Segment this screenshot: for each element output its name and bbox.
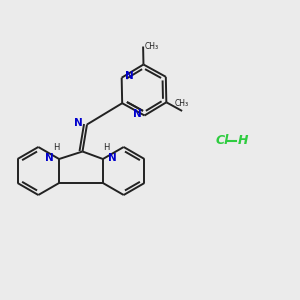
Text: N: N <box>125 71 134 81</box>
Text: N: N <box>74 118 83 128</box>
Text: CH₃: CH₃ <box>145 42 159 51</box>
Text: N: N <box>108 153 117 164</box>
Text: N: N <box>45 153 54 164</box>
Text: N: N <box>133 109 142 119</box>
Text: H: H <box>238 134 248 148</box>
Text: Cl: Cl <box>216 134 230 148</box>
Text: CH₃: CH₃ <box>175 99 189 108</box>
Text: H: H <box>53 143 59 152</box>
Text: H: H <box>103 143 109 152</box>
